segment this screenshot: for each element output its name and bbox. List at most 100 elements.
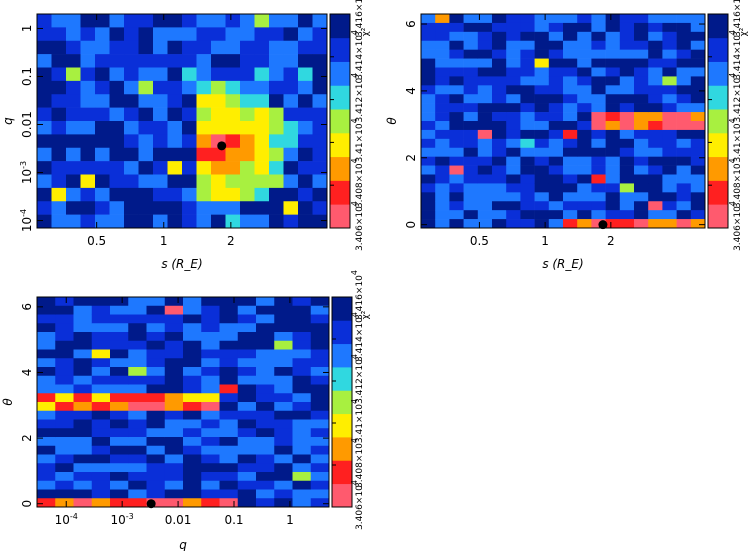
heatmap-cell [662, 156, 677, 166]
heatmap-cell [463, 210, 479, 220]
y-tick-label: 2 [20, 434, 34, 442]
heatmap-cell [146, 384, 166, 394]
heatmap-cell [201, 445, 220, 455]
heatmap-cell [183, 349, 202, 359]
heatmap-cell [292, 489, 312, 499]
heatmap-cell [634, 112, 649, 122]
heatmap-cell [37, 410, 56, 420]
heatmap-cell [577, 192, 592, 202]
heatmap-cell [435, 174, 450, 184]
heatmap-cell [109, 134, 125, 149]
colorbar: 3.406×1043.408×1043.41×1043.412×1043.414… [707, 0, 749, 251]
heatmap-cell [477, 40, 493, 50]
heatmap-cell [435, 165, 450, 175]
heatmap-cell [55, 437, 74, 447]
heatmap-cell [634, 14, 649, 24]
heatmap-cell [240, 121, 255, 135]
heatmap-cell [73, 323, 93, 333]
heatmap-cell [37, 498, 56, 508]
x-axis-label: s (R_E) [542, 257, 583, 271]
heatmap-cell [153, 14, 168, 28]
heatmap-cell [563, 210, 578, 220]
heatmap-cell [435, 138, 450, 149]
heatmap-cell [421, 76, 436, 86]
heatmap-cell [138, 14, 154, 28]
heatmap-cell [563, 121, 578, 131]
heatmap-cell [421, 31, 436, 42]
heatmap-cell [95, 121, 110, 135]
plot-frame [36, 296, 330, 508]
heatmap-cell [662, 67, 677, 77]
heatmap-cell [563, 22, 578, 33]
heatmap-cell [146, 498, 166, 508]
heatmap-cell [619, 22, 635, 33]
heatmap-cell [128, 410, 147, 420]
heatmap-cell [240, 107, 255, 122]
heatmap-cell [591, 201, 606, 211]
heatmap-cell [435, 58, 450, 68]
heatmap-cell [225, 94, 241, 108]
heatmap-cell [605, 76, 621, 86]
heatmap-cell [435, 219, 450, 229]
heatmap-cell [421, 192, 436, 202]
heatmap-cell [201, 437, 220, 447]
heatmap-cell [167, 14, 183, 28]
heatmap-cell [153, 54, 168, 68]
heatmap-cell [51, 174, 67, 189]
heatmap-cell [128, 472, 147, 482]
heatmap-cell [110, 367, 129, 377]
heatmap-cell [274, 384, 293, 394]
heatmap-cell [164, 472, 184, 482]
heatmap-cell [662, 85, 677, 95]
heatmap-cell [219, 332, 239, 342]
heatmap-cell [196, 174, 212, 189]
heatmap-cell [577, 31, 592, 42]
heatmap-cell [605, 40, 621, 50]
heatmap-cell [128, 489, 147, 499]
heatmap-cell [492, 112, 507, 122]
heatmap-cell [662, 174, 677, 184]
heatmap-cell [196, 40, 212, 55]
heatmap-cell [51, 80, 67, 95]
heatmap-cell [648, 49, 663, 59]
heatmap-cell [55, 349, 74, 359]
heatmap-cell [55, 498, 74, 508]
heatmap-cell [312, 40, 328, 55]
heatmap-cell [548, 121, 564, 131]
heatmap-cell [219, 480, 239, 490]
heatmap-cell [690, 174, 706, 184]
heatmap-cell [591, 94, 606, 104]
heatmap-cell [591, 165, 606, 175]
heatmap-cell [37, 454, 56, 464]
heatmap-cell [153, 147, 168, 162]
heatmap-cell [292, 349, 312, 359]
heatmap-cell [619, 129, 635, 140]
colorbar-tick-label: 3.414×104 [350, 312, 365, 362]
heatmap-cell [95, 67, 110, 82]
heatmap-cell [237, 463, 257, 473]
heatmap-cell [310, 454, 330, 464]
heatmap-cell [109, 27, 125, 42]
heatmap-cell [219, 489, 239, 499]
heatmap-cell [124, 147, 139, 162]
heatmap-cell [256, 402, 275, 412]
heatmap-cell [492, 201, 507, 211]
heatmap-cell [80, 54, 96, 68]
heatmap-cell [690, 210, 706, 220]
heatmap-cell [534, 129, 550, 140]
heatmap-cell [256, 358, 275, 368]
heatmap-cell [138, 174, 154, 189]
heatmap-cell [37, 393, 56, 403]
heatmap-cell [435, 210, 450, 220]
heatmap-cell [676, 121, 692, 131]
heatmap-cell [283, 40, 299, 55]
heatmap-cell [676, 210, 692, 220]
heatmap-cell [690, 121, 706, 131]
heatmap-cell [237, 332, 257, 342]
heatmap-cell [256, 332, 275, 342]
heatmap-cell [51, 67, 67, 82]
heatmap-cell [73, 340, 93, 350]
heatmap-cell [153, 134, 168, 149]
heatmap-cell [690, 201, 706, 211]
heatmap-cell [240, 201, 255, 215]
